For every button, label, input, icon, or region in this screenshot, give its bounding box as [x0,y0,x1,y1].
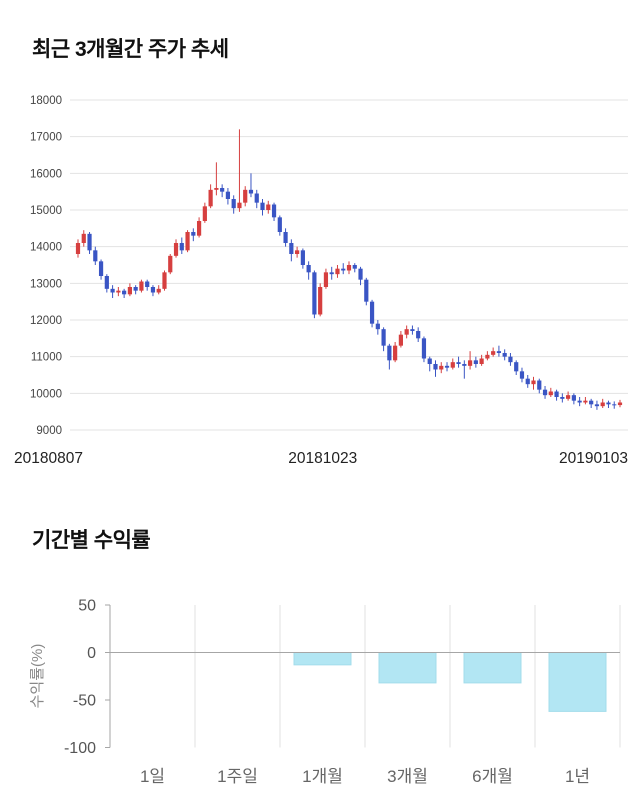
bar-6개월 [463,652,522,684]
svg-text:1년: 1년 [565,767,590,786]
y-tick-labels: 50 0 -50 -100 [64,598,96,758]
svg-text:11000: 11000 [31,352,62,364]
svg-text:50: 50 [78,598,96,615]
svg-text:6개월: 6개월 [472,767,513,786]
svg-text:-100: -100 [64,740,96,757]
svg-text:0: 0 [87,645,96,662]
svg-text:15000: 15000 [30,205,62,217]
svg-text:1주일: 1주일 [217,767,258,786]
x-axis-label-mid: 20181023 [288,450,358,467]
svg-text:9000: 9000 [36,425,62,437]
svg-text:-50: -50 [73,693,96,710]
price-chart-title: 최근 3개월간 주가 추세 [32,38,229,61]
candles [75,129,623,410]
category-labels: 1일 1주일 1개월 3개월 6개월 1년 [140,767,590,786]
return-bars [293,652,607,712]
svg-text:14000: 14000 [30,242,62,254]
svg-text:3개월: 3개월 [387,767,428,786]
price-candlestick-chart: 18000 17000 16000 15000 14000 13000 12000 11000… [30,95,628,437]
svg-text:16000: 16000 [30,168,62,180]
returns-bar-chart: 50 0 -50 -100 1일 1주일 1개월 3개월 6개월 1년 수익률(%) [29,598,621,786]
bar-3개월 [378,652,437,684]
svg-text:13000: 13000 [30,278,62,290]
svg-text:18000: 18000 [30,95,62,107]
svg-text:17000: 17000 [30,132,62,144]
svg-text:10000: 10000 [30,388,62,400]
svg-text:1일: 1일 [140,767,165,786]
returns-chart-title: 기간별 수익률 [32,529,151,552]
axes [105,604,620,748]
x-axis-label-start: 20180807 [14,450,83,467]
category-gridlines [194,605,621,748]
y-axis-label: 수익률(%) [29,644,46,709]
svg-text:1개월: 1개월 [302,767,343,786]
bar-1개월 [293,652,352,666]
svg-text:12000: 12000 [30,315,62,327]
price-chart-x-axis: 20180807 20181023 20190103 [0,450,640,472]
x-axis-label-end: 20190103 [559,450,628,467]
bar-1년 [548,652,607,712]
y-tick-labels: 18000 17000 16000 15000 14000 13000 12000 11000… [30,95,62,437]
